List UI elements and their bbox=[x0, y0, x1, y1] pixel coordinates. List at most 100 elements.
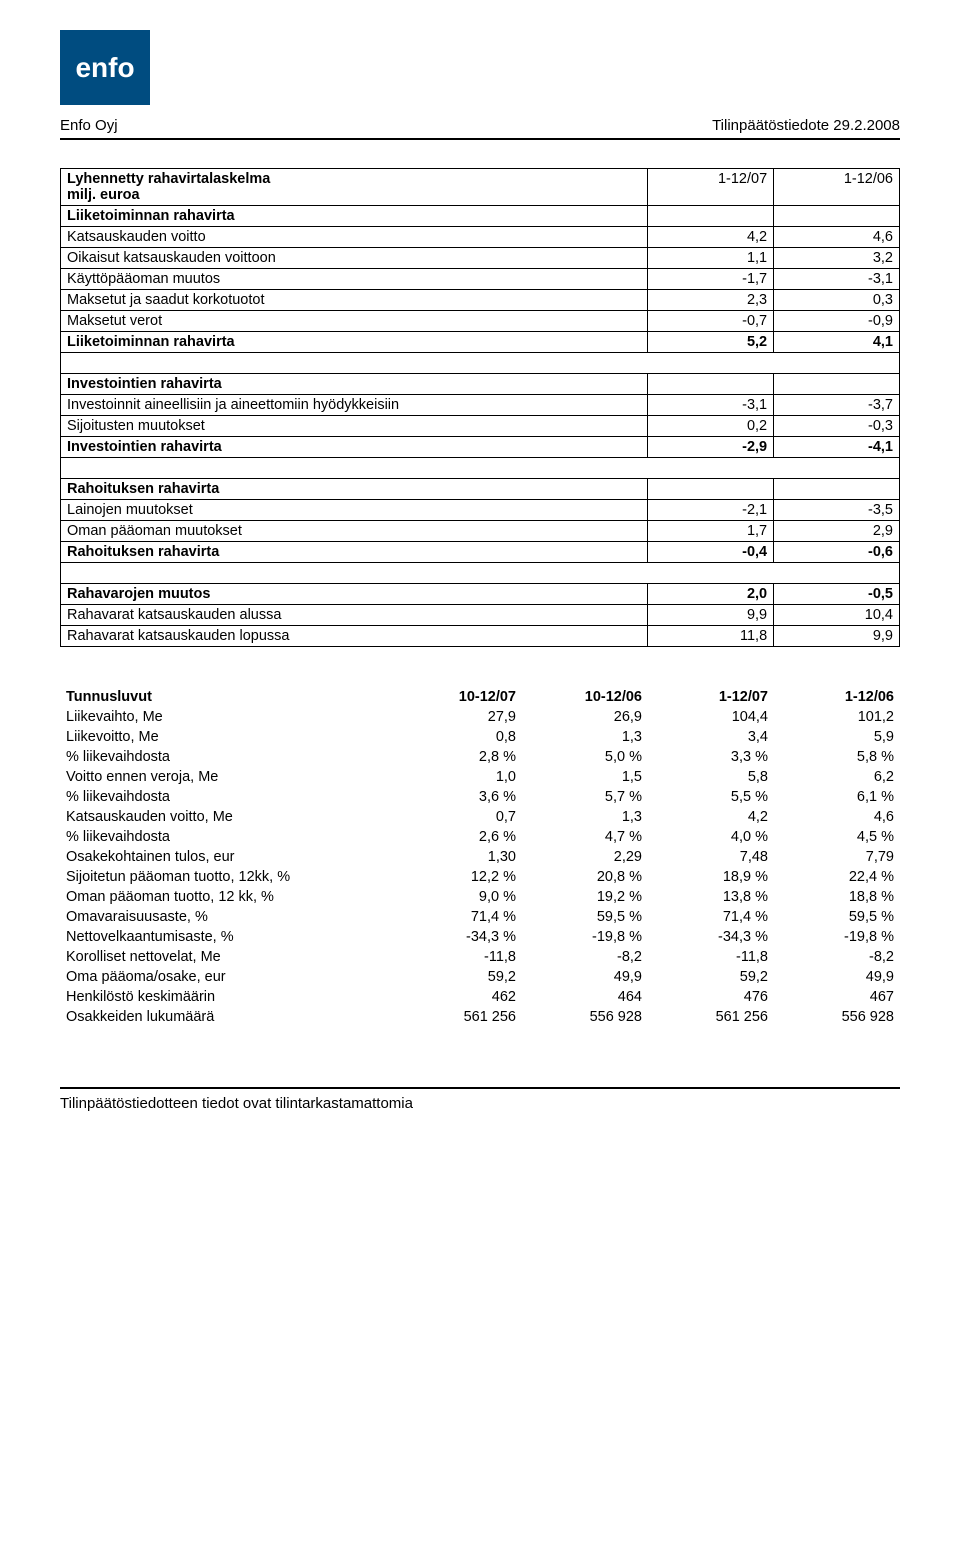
t2-title: Tunnusluvut bbox=[60, 687, 396, 707]
table-row-value: 467 bbox=[774, 987, 900, 1007]
table-row-value: 59,2 bbox=[648, 967, 774, 987]
table-row-label: Liiketoiminnan rahavirta bbox=[61, 332, 648, 353]
table-row-value: 9,9 bbox=[648, 605, 774, 626]
table-row-value: 59,2 bbox=[396, 967, 522, 987]
table-row-label: Liikevoitto, Me bbox=[60, 727, 396, 747]
table-row-value: 5,9 bbox=[774, 727, 900, 747]
table-row-label: Katsauskauden voitto bbox=[61, 227, 648, 248]
table-row-value: 59,5 % bbox=[774, 907, 900, 927]
table-row-value: 71,4 % bbox=[648, 907, 774, 927]
table-row-label: Rahoituksen rahavirta bbox=[61, 542, 648, 563]
table-row-value: -0,4 bbox=[648, 542, 774, 563]
t1-title-line1: Lyhennetty rahavirtalaskelma bbox=[67, 171, 270, 187]
table-row-value: 464 bbox=[522, 987, 648, 1007]
table-row-label: Investoinnit aineellisiin ja aineettomii… bbox=[61, 395, 648, 416]
table-row-value bbox=[648, 479, 774, 500]
table-row-value: -0,3 bbox=[774, 416, 900, 437]
table-row-value bbox=[648, 206, 774, 227]
table-row-value: 0,8 bbox=[396, 727, 522, 747]
t1-col2-header: 1-12/06 bbox=[774, 169, 900, 206]
table-row-value: 462 bbox=[396, 987, 522, 1007]
table-row-value: 1,7 bbox=[648, 521, 774, 542]
table-row-label: Korolliset nettovelat, Me bbox=[60, 947, 396, 967]
table-row-value: 7,79 bbox=[774, 847, 900, 867]
table-row-value: 2,8 % bbox=[396, 747, 522, 767]
table-row-value bbox=[774, 206, 900, 227]
table-row-value: 5,0 % bbox=[522, 747, 648, 767]
table-row-value: 2,0 bbox=[648, 584, 774, 605]
table-row-value: -1,7 bbox=[648, 269, 774, 290]
table-row-value: -0,7 bbox=[648, 311, 774, 332]
table-row-label: Rahavarojen muutos bbox=[61, 584, 648, 605]
table-row-value: 1,30 bbox=[396, 847, 522, 867]
table-row-value: 1,0 bbox=[396, 767, 522, 787]
table-row-value: 0,3 bbox=[774, 290, 900, 311]
table-row-value: -8,2 bbox=[774, 947, 900, 967]
table-row-value: -3,1 bbox=[648, 395, 774, 416]
cashflow-table: Lyhennetty rahavirtalaskelma milj. euroa… bbox=[60, 168, 900, 647]
table-row-value: -8,2 bbox=[522, 947, 648, 967]
table-row-label: % liikevaihdosta bbox=[60, 787, 396, 807]
table-row-value: 5,8 bbox=[648, 767, 774, 787]
table-row-value: 18,8 % bbox=[774, 887, 900, 907]
table-row-value: 561 256 bbox=[648, 1007, 774, 1027]
table-row-value: 49,9 bbox=[522, 967, 648, 987]
table-row-value: 556 928 bbox=[522, 1007, 648, 1027]
table-row-value: 0,7 bbox=[396, 807, 522, 827]
table-row-value: 18,9 % bbox=[648, 867, 774, 887]
table-row-label: Liikevaihto, Me bbox=[60, 707, 396, 727]
table-row-label: Rahavarat katsauskauden lopussa bbox=[61, 626, 648, 647]
table-row-value: 20,8 % bbox=[522, 867, 648, 887]
table-row-value: 5,5 % bbox=[648, 787, 774, 807]
table-row-label: Sijoitetun pääoman tuotto, 12kk, % bbox=[60, 867, 396, 887]
document-title: Tilinpäätöstiedote 29.2.2008 bbox=[712, 117, 900, 134]
table-row-label: Liiketoiminnan rahavirta bbox=[61, 206, 648, 227]
table-row-value: -2,9 bbox=[648, 437, 774, 458]
t1-col1-header: 1-12/07 bbox=[648, 169, 774, 206]
t1-title-line2: milj. euroa bbox=[67, 187, 140, 203]
table-row-value: 101,2 bbox=[774, 707, 900, 727]
table-row-value: 71,4 % bbox=[396, 907, 522, 927]
table-row-value: 13,8 % bbox=[648, 887, 774, 907]
table-row-value bbox=[774, 374, 900, 395]
table-row-value: -3,7 bbox=[774, 395, 900, 416]
table-row-value: 3,4 bbox=[648, 727, 774, 747]
table-row-label: Rahavarat katsauskauden alussa bbox=[61, 605, 648, 626]
table-row-value: -0,9 bbox=[774, 311, 900, 332]
table-row-value: -19,8 % bbox=[522, 927, 648, 947]
table-row-value: 561 256 bbox=[396, 1007, 522, 1027]
table-row-label: Oikaisut katsauskauden voittoon bbox=[61, 248, 648, 269]
t2-col0: 10-12/07 bbox=[396, 687, 522, 707]
page-header: Enfo Oyj Tilinpäätöstiedote 29.2.2008 bbox=[60, 117, 900, 140]
table-row-label: Maksetut verot bbox=[61, 311, 648, 332]
table-row-value: 12,2 % bbox=[396, 867, 522, 887]
table-row-value: 4,5 % bbox=[774, 827, 900, 847]
table-row-label: Investointien rahavirta bbox=[61, 437, 648, 458]
table-row-value: 1,3 bbox=[522, 727, 648, 747]
table-row-label: Maksetut ja saadut korkotuotot bbox=[61, 290, 648, 311]
table-row-label: Oman pääoman tuotto, 12 kk, % bbox=[60, 887, 396, 907]
table-row-value: 1,1 bbox=[648, 248, 774, 269]
table-row-label: Investointien rahavirta bbox=[61, 374, 648, 395]
t2-col3: 1-12/06 bbox=[774, 687, 900, 707]
table-row-value: -34,3 % bbox=[396, 927, 522, 947]
table-row-value: -11,8 bbox=[648, 947, 774, 967]
table-row-value: 7,48 bbox=[648, 847, 774, 867]
table-row-value: -2,1 bbox=[648, 500, 774, 521]
table-row-value: 26,9 bbox=[522, 707, 648, 727]
table-row-value: 2,3 bbox=[648, 290, 774, 311]
table-row-label: Henkilöstö keskimäärin bbox=[60, 987, 396, 1007]
table-row-value: 1,3 bbox=[522, 807, 648, 827]
table-row-value: 3,6 % bbox=[396, 787, 522, 807]
table-row-value: 49,9 bbox=[774, 967, 900, 987]
table-row-label: Katsauskauden voitto, Me bbox=[60, 807, 396, 827]
table-row-value: 10,4 bbox=[774, 605, 900, 626]
table-row-label: Nettovelkaantumisaste, % bbox=[60, 927, 396, 947]
table-row-label: Oma pääoma/osake, eur bbox=[60, 967, 396, 987]
table-row-value: -3,1 bbox=[774, 269, 900, 290]
table-row-value: 27,9 bbox=[396, 707, 522, 727]
key-figures-table: Tunnusluvut 10-12/07 10-12/06 1-12/07 1-… bbox=[60, 687, 900, 1027]
table-row-label: Rahoituksen rahavirta bbox=[61, 479, 648, 500]
table-row-label: Käyttöpääoman muutos bbox=[61, 269, 648, 290]
table-row-value: 9,0 % bbox=[396, 887, 522, 907]
